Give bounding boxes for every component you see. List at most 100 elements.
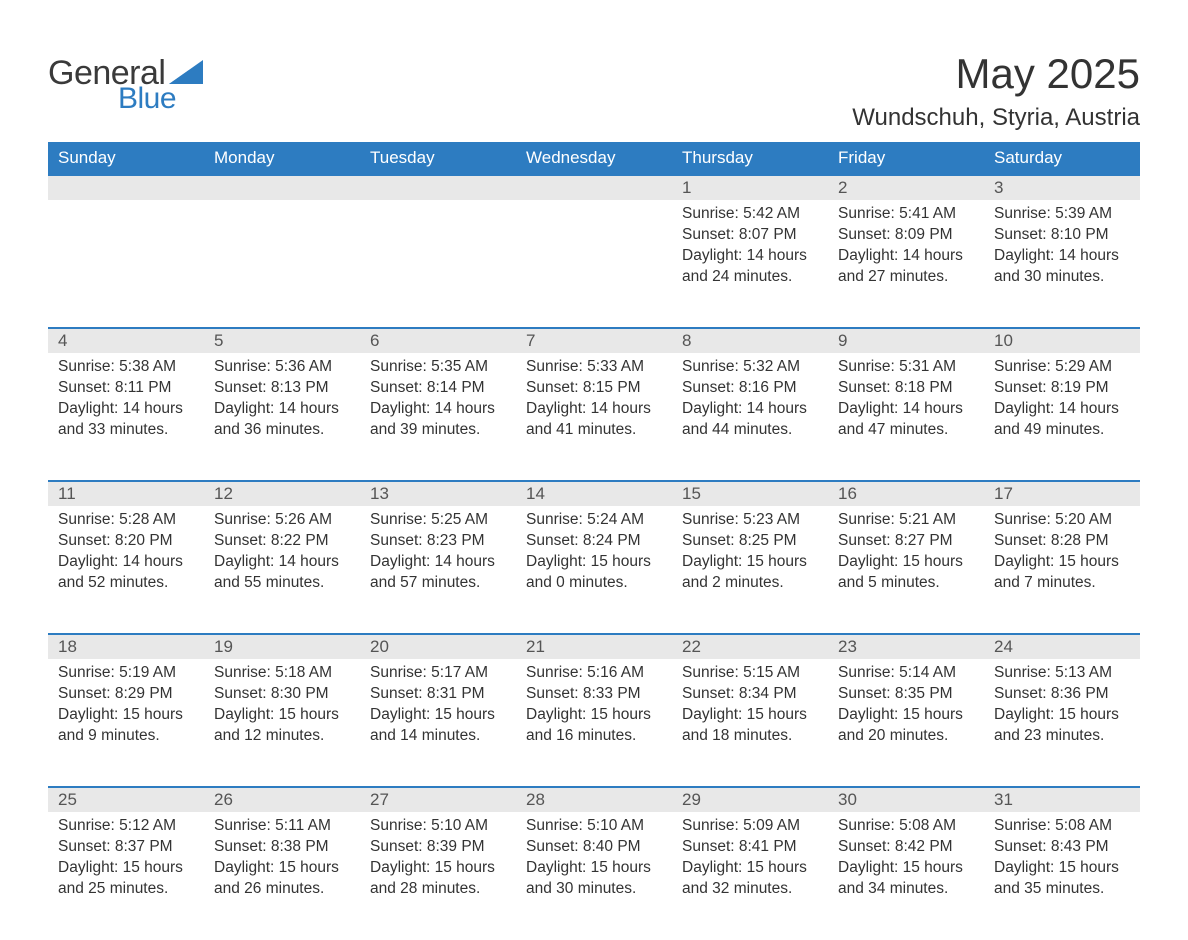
daylight-line: Daylight: 14 hours and 39 minutes. [370,399,506,441]
sunset-line: Sunset: 8:41 PM [682,837,818,858]
sunset-line: Sunset: 8:35 PM [838,684,974,705]
sunset-line: Sunset: 8:23 PM [370,531,506,552]
sunset-line: Sunset: 8:13 PM [214,378,350,399]
day-content-cell: Sunrise: 5:28 AMSunset: 8:20 PMDaylight:… [48,506,204,634]
calendar-body: 1 23 Sunrise: 5:42 AMSunset: 8:07 PMDaylig… [48,175,1140,940]
sunset-line: Sunset: 8:39 PM [370,837,506,858]
sunset-line: Sunset: 8:42 PM [838,837,974,858]
calendar-header-row: Sunday Monday Tuesday Wednesday Thursday… [48,142,1140,175]
daylight-line: Daylight: 15 hours and 14 minutes. [370,705,506,747]
sunrise-line: Sunrise: 5:25 AM [370,510,506,531]
day-number-cell: 8 [672,328,828,353]
day-content-cell: Sunrise: 5:08 AMSunset: 8:43 PMDaylight:… [984,812,1140,940]
sunrise-line: Sunrise: 5:29 AM [994,357,1130,378]
sunset-line: Sunset: 8:33 PM [526,684,662,705]
sunrise-line: Sunrise: 5:28 AM [58,510,194,531]
sunrise-line: Sunrise: 5:10 AM [526,816,662,837]
day-content-cell: Sunrise: 5:36 AMSunset: 8:13 PMDaylight:… [204,353,360,481]
sunset-line: Sunset: 8:09 PM [838,225,974,246]
location-subtitle: Wundschuh, Styria, Austria [852,104,1140,132]
daylight-line: Daylight: 15 hours and 28 minutes. [370,858,506,900]
calendar-week-content-row: Sunrise: 5:38 AMSunset: 8:11 PMDaylight:… [48,353,1140,481]
sunset-line: Sunset: 8:11 PM [58,378,194,399]
sunrise-line: Sunrise: 5:23 AM [682,510,818,531]
day-number-cell: 12 [204,481,360,506]
weekday-header: Sunday [48,142,204,175]
day-number-cell: 9 [828,328,984,353]
daylight-line: Daylight: 15 hours and 18 minutes. [682,705,818,747]
calendar-week-content-row: Sunrise: 5:42 AMSunset: 8:07 PMDaylight:… [48,200,1140,328]
sunrise-line: Sunrise: 5:11 AM [214,816,350,837]
page-header: General Blue May 2025 Wundschuh, Styria,… [48,50,1140,132]
calendar-page: General Blue May 2025 Wundschuh, Styria,… [0,0,1188,918]
day-number-cell: 23 [828,634,984,659]
day-number-cell: 19 [204,634,360,659]
sunset-line: Sunset: 8:22 PM [214,531,350,552]
daylight-line: Daylight: 14 hours and 24 minutes. [682,246,818,288]
sunrise-line: Sunrise: 5:13 AM [994,663,1130,684]
daylight-line: Daylight: 15 hours and 7 minutes. [994,552,1130,594]
month-title: May 2025 [852,50,1140,98]
day-number-cell: 27 [360,787,516,812]
day-number-cell: 26 [204,787,360,812]
sunrise-line: Sunrise: 5:10 AM [370,816,506,837]
daylight-line: Daylight: 15 hours and 23 minutes. [994,705,1130,747]
day-number-cell: 6 [360,328,516,353]
sunset-line: Sunset: 8:14 PM [370,378,506,399]
empty-daynum-cell [360,175,516,200]
daylight-line: Daylight: 14 hours and 52 minutes. [58,552,194,594]
daylight-line: Daylight: 14 hours and 33 minutes. [58,399,194,441]
day-content-cell: Sunrise: 5:38 AMSunset: 8:11 PMDaylight:… [48,353,204,481]
daylight-line: Daylight: 14 hours and 47 minutes. [838,399,974,441]
day-content-cell: Sunrise: 5:21 AMSunset: 8:27 PMDaylight:… [828,506,984,634]
calendar-week-content-row: Sunrise: 5:28 AMSunset: 8:20 PMDaylight:… [48,506,1140,634]
sunrise-line: Sunrise: 5:14 AM [838,663,974,684]
empty-content-cell [48,200,204,328]
daylight-line: Daylight: 15 hours and 20 minutes. [838,705,974,747]
sunset-line: Sunset: 8:40 PM [526,837,662,858]
daylight-line: Daylight: 14 hours and 41 minutes. [526,399,662,441]
sunset-line: Sunset: 8:37 PM [58,837,194,858]
daylight-line: Daylight: 15 hours and 16 minutes. [526,705,662,747]
sunrise-line: Sunrise: 5:24 AM [526,510,662,531]
empty-daynum-cell [204,175,360,200]
sunrise-line: Sunrise: 5:08 AM [994,816,1130,837]
sunrise-line: Sunrise: 5:26 AM [214,510,350,531]
sunset-line: Sunset: 8:10 PM [994,225,1130,246]
day-number-cell: 13 [360,481,516,506]
daylight-line: Daylight: 15 hours and 30 minutes. [526,858,662,900]
day-number-cell: 11 [48,481,204,506]
day-number-cell: 20 [360,634,516,659]
sunset-line: Sunset: 8:25 PM [682,531,818,552]
weekday-header: Friday [828,142,984,175]
day-content-cell: Sunrise: 5:25 AMSunset: 8:23 PMDaylight:… [360,506,516,634]
sunrise-line: Sunrise: 5:16 AM [526,663,662,684]
daylight-line: Daylight: 15 hours and 26 minutes. [214,858,350,900]
sunset-line: Sunset: 8:07 PM [682,225,818,246]
day-content-cell: Sunrise: 5:15 AMSunset: 8:34 PMDaylight:… [672,659,828,787]
day-content-cell: Sunrise: 5:26 AMSunset: 8:22 PMDaylight:… [204,506,360,634]
day-content-cell: Sunrise: 5:20 AMSunset: 8:28 PMDaylight:… [984,506,1140,634]
day-content-cell: Sunrise: 5:31 AMSunset: 8:18 PMDaylight:… [828,353,984,481]
sunrise-line: Sunrise: 5:38 AM [58,357,194,378]
weekday-header: Wednesday [516,142,672,175]
daylight-line: Daylight: 14 hours and 57 minutes. [370,552,506,594]
sunset-line: Sunset: 8:34 PM [682,684,818,705]
sunset-line: Sunset: 8:19 PM [994,378,1130,399]
day-number-cell: 18 [48,634,204,659]
day-number-cell: 7 [516,328,672,353]
day-number-cell: 21 [516,634,672,659]
sunrise-line: Sunrise: 5:19 AM [58,663,194,684]
daylight-line: Daylight: 15 hours and 0 minutes. [526,552,662,594]
weekday-header: Thursday [672,142,828,175]
day-number-cell: 1 [672,175,828,200]
sunset-line: Sunset: 8:28 PM [994,531,1130,552]
day-number-cell: 16 [828,481,984,506]
day-number-cell: 22 [672,634,828,659]
day-content-cell: Sunrise: 5:35 AMSunset: 8:14 PMDaylight:… [360,353,516,481]
day-number-cell: 28 [516,787,672,812]
sunrise-line: Sunrise: 5:17 AM [370,663,506,684]
sunset-line: Sunset: 8:31 PM [370,684,506,705]
sunset-line: Sunset: 8:18 PM [838,378,974,399]
title-block: May 2025 Wundschuh, Styria, Austria [852,50,1140,132]
